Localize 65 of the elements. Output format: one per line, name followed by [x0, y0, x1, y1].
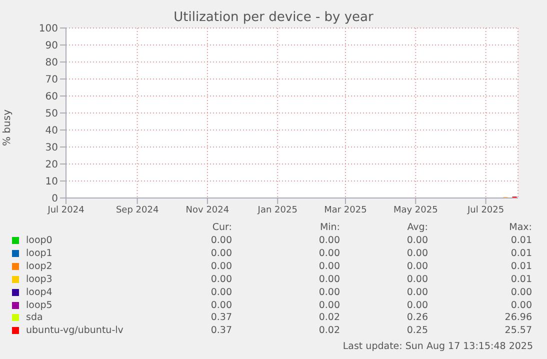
x-tick-label: Sep 2024: [116, 205, 159, 216]
text: 0.00: [406, 235, 428, 246]
text: 0.00: [210, 260, 232, 272]
x-tick-label: Jul 2024: [46, 205, 85, 216]
text: 0.00: [406, 300, 428, 310]
chart-title: Utilization per device - by year: [172, 10, 374, 25]
text: 0.00: [318, 300, 340, 310]
x-tick-label: May 2025: [393, 205, 438, 216]
y-tick-label: 10: [45, 176, 58, 188]
y-tick-label: 20: [45, 160, 58, 171]
y-tick-label: 100: [38, 24, 58, 35]
text: 0.00: [210, 235, 232, 246]
legend-label: loop0: [26, 235, 52, 246]
text: 26.96: [504, 312, 532, 324]
x-tick-label: Nov 2024: [186, 205, 230, 216]
text: Min:: [318, 222, 340, 233]
text: 0.01: [510, 274, 532, 285]
text: 0.00: [210, 248, 232, 259]
text: 0.01: [510, 248, 532, 259]
text: 0.00: [318, 260, 340, 272]
text: 0.00: [406, 260, 428, 272]
text: Cur:: [211, 222, 232, 233]
y-tick-label: 60: [45, 92, 58, 103]
text: 0.00: [510, 300, 532, 310]
text: 0.00: [210, 286, 232, 298]
text: Last update: Sun Aug 17 13:15:48 2025: [342, 341, 533, 352]
x-tick-label: Jan 2025: [256, 205, 298, 216]
y-tick-label: 0: [52, 194, 58, 205]
text: 0.00: [406, 248, 428, 259]
legend-label: loop1: [26, 248, 52, 259]
text: 0.00: [318, 286, 340, 298]
text: 0.00: [318, 274, 340, 285]
text: 0.00: [210, 300, 232, 310]
text: 0.00: [210, 274, 232, 285]
legend-label: loop5: [26, 300, 52, 310]
legend-label: sda: [26, 312, 43, 324]
text: Avg:: [406, 222, 428, 233]
y-tick-label: 30: [45, 142, 58, 154]
y-axis-title: % busy: [2, 110, 13, 146]
text: 0.02: [318, 312, 340, 324]
legend-label: ubuntu-vg/ubuntu-lv: [26, 325, 124, 336]
y-tick-label: 50: [45, 108, 58, 120]
text: 0.00: [318, 248, 340, 259]
legend-label: loop4: [26, 286, 52, 298]
legend-label: loop2: [26, 260, 52, 272]
text: 0.37: [210, 325, 232, 336]
text: 0.00: [406, 274, 428, 285]
text: 25.57: [504, 325, 532, 336]
y-tick-label: 70: [45, 74, 58, 86]
text: 0.37: [210, 312, 232, 324]
y-tick-label: 80: [45, 58, 58, 69]
text: 0.00: [406, 286, 428, 298]
text: 0.25: [406, 325, 428, 336]
x-tick-label: Jul 2025: [466, 205, 504, 216]
text: 0.26: [406, 312, 428, 324]
text: 0.01: [510, 235, 532, 246]
y-tick-label: 40: [45, 126, 58, 137]
text: 0.00: [318, 235, 340, 246]
text: 0.02: [318, 325, 340, 336]
text: Max:: [508, 222, 532, 233]
x-tick-label: Mar 2025: [324, 205, 367, 216]
text: 0.01: [510, 260, 532, 272]
y-tick-label: 90: [45, 40, 58, 52]
legend-label: loop3: [26, 274, 52, 285]
text: 0.00: [510, 286, 532, 298]
